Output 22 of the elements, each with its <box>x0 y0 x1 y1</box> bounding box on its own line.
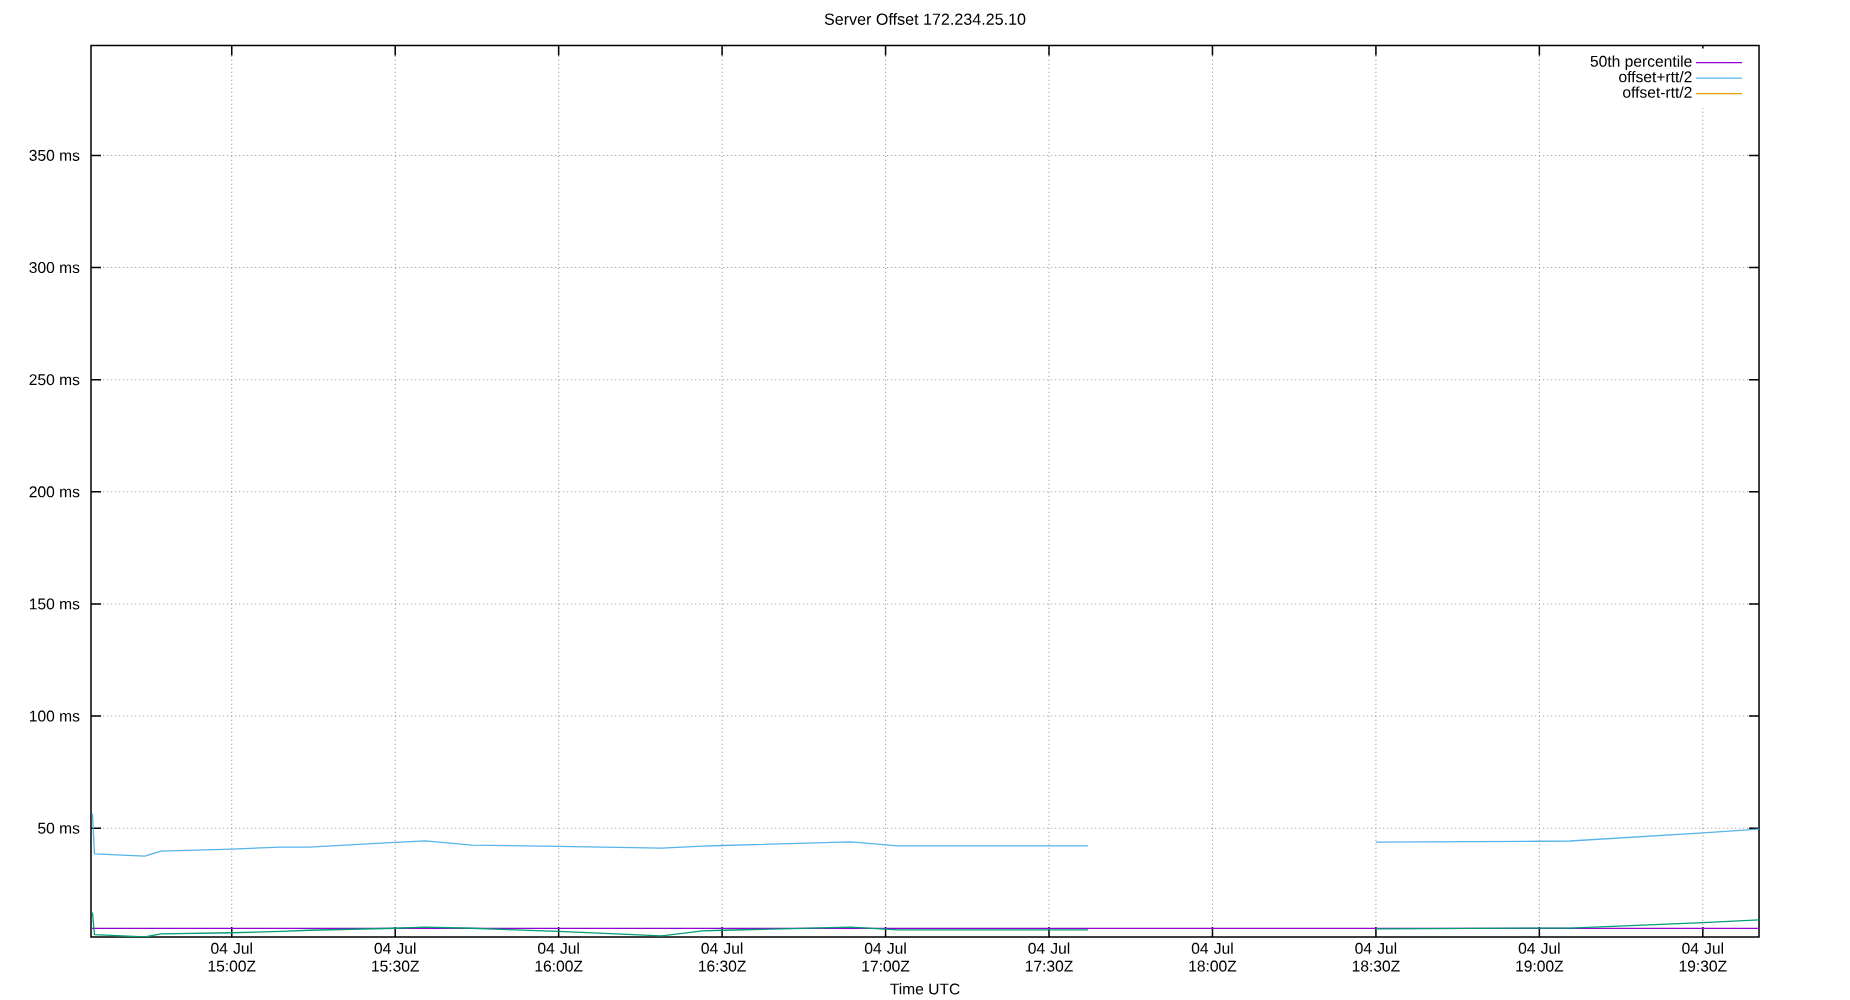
y-tick-label: 200 ms <box>29 486 80 498</box>
y-tick-label: 250 ms <box>29 374 80 386</box>
x-tick-label: 04 Jul 18:30Z <box>1352 942 1400 972</box>
x-tick-label: 04 Jul 16:00Z <box>535 942 583 972</box>
x-tick-label: 04 Jul 19:00Z <box>1516 942 1564 972</box>
y-tick-label: 100 ms <box>29 710 80 722</box>
y-tick-label: 50 ms <box>38 822 80 834</box>
legend-label: offset+rtt/2 <box>1619 70 1692 83</box>
x-tick-label: 04 Jul 15:00Z <box>208 942 256 972</box>
chart-title: Server Offset 172.234.25.10 <box>824 13 1026 25</box>
y-tick-label: 300 ms <box>29 262 80 274</box>
x-tick-label: 04 Jul 18:00Z <box>1189 942 1237 972</box>
x-tick-label: 04 Jul 15:30Z <box>372 942 419 972</box>
x-tick-label: 04 Jul 19:30Z <box>1679 942 1727 972</box>
x-tick-label: 04 Jul 17:00Z <box>862 942 910 972</box>
x-tick-label: 04 Jul 16:30Z <box>699 942 746 972</box>
legend-label: offset-rtt/2 <box>1623 86 1692 98</box>
y-tick-label: 150 ms <box>29 598 80 610</box>
x-axis-title: Time UTC <box>890 983 960 995</box>
y-tick-label: 350 ms <box>29 149 80 161</box>
x-tick-label: 04 Jul 17:30Z <box>1025 942 1073 972</box>
legend-label: 50th percentile <box>1590 55 1692 70</box>
